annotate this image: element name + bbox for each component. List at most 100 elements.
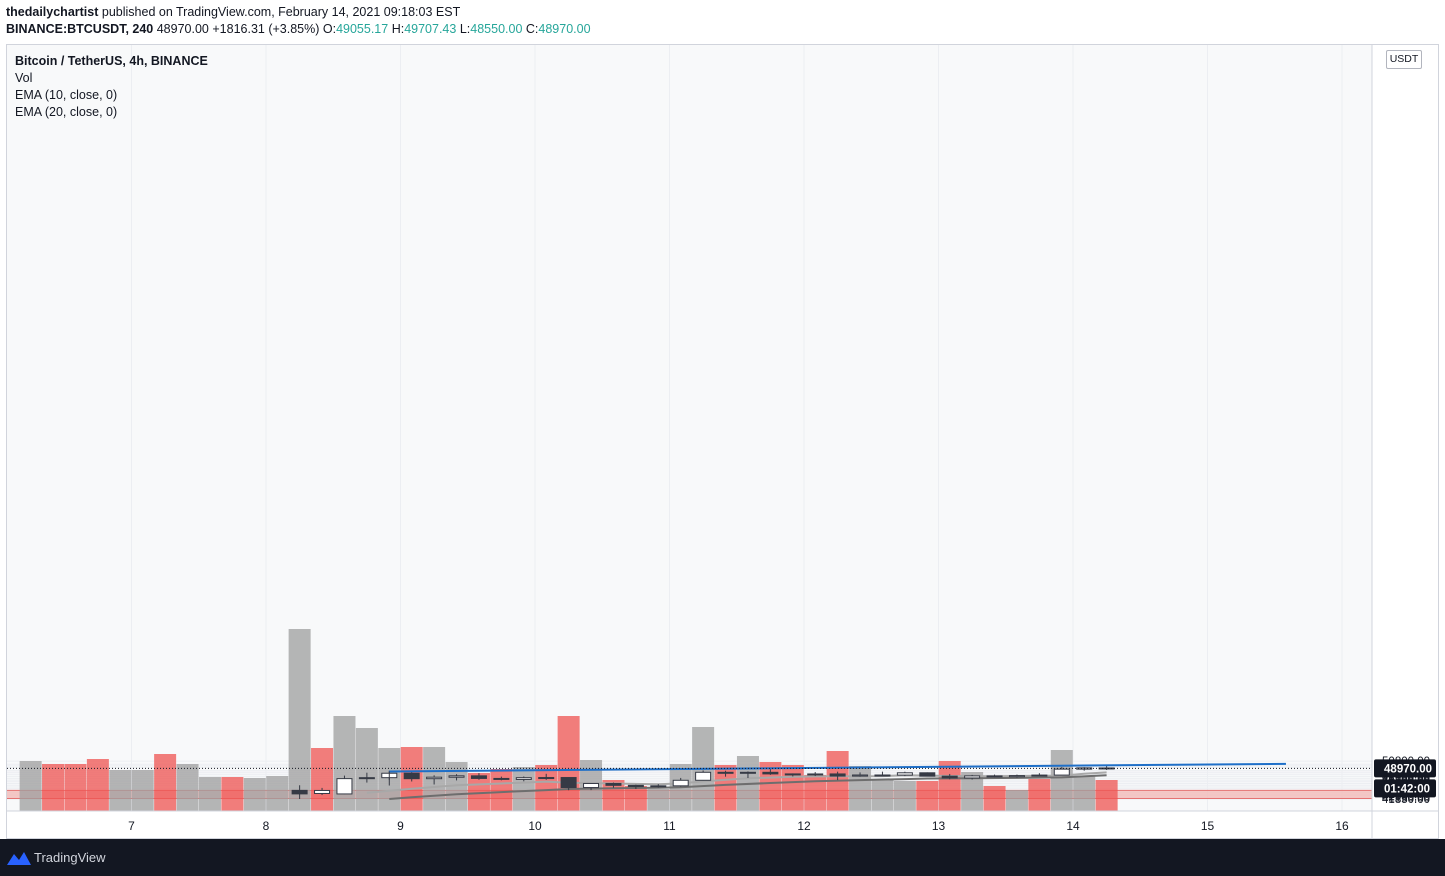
candle-body-down [470, 775, 487, 779]
candle-body-down [403, 772, 420, 780]
candle-body-down [291, 789, 308, 795]
chart-frame [6, 44, 1439, 839]
volume-bar [647, 789, 670, 811]
candle [784, 773, 801, 777]
volume-bar [333, 716, 356, 811]
candle [291, 785, 308, 799]
countdown-badge-text: 01:42:00 [1384, 783, 1430, 795]
candle [1008, 774, 1025, 778]
volume-bar [983, 786, 1006, 811]
volume-bar [176, 764, 199, 811]
volume-bar [849, 766, 872, 811]
chart-legend: Bitcoin / TetherUS, 4h, BINANCE Vol EMA … [15, 53, 208, 121]
footer-brand[interactable]: TradingView [34, 850, 106, 865]
candle-body-up [1008, 775, 1025, 778]
ohlc-line: BINANCE:BTCUSDT, 240 48970.00 +1816.31 (… [6, 22, 591, 36]
candle-body-up [672, 779, 689, 787]
volume-bar [1050, 750, 1073, 811]
low-value: 48550.00 [470, 22, 523, 36]
candle-body-up [1053, 768, 1070, 776]
volume-bar [804, 775, 827, 811]
countdown-badge [1374, 779, 1436, 798]
time-tick-label: 15 [1201, 819, 1215, 833]
open-value: 49055.17 [336, 22, 389, 36]
volume-bar [490, 769, 513, 811]
candle-body-down [874, 774, 891, 777]
candle-body-up [358, 777, 375, 780]
price-change: +1816.31 (+3.85%) [212, 22, 320, 36]
volume-bar [1005, 790, 1028, 811]
volume-bar [64, 764, 87, 811]
candles [291, 765, 1115, 799]
volume-bar [109, 770, 132, 811]
tradingview-logo-icon[interactable] [7, 851, 31, 865]
volume-bar [535, 765, 558, 811]
candle [650, 784, 667, 788]
candle [605, 782, 622, 788]
candle [986, 774, 1003, 778]
volume-bar [1073, 776, 1096, 811]
volume-bar [781, 765, 804, 811]
volume-bar [445, 762, 468, 811]
volume-bar [221, 777, 244, 811]
candle-body-up [650, 785, 667, 788]
candle-body-up [896, 772, 913, 776]
candle-body-down [784, 773, 801, 776]
candle [493, 776, 510, 781]
close-label: C: [525, 22, 539, 36]
volume-bar [916, 781, 939, 811]
last-price-badge [1374, 759, 1436, 778]
time-axis[interactable]: 7 8 9 10 11 12 13 14 15 16 [128, 819, 1349, 833]
candle [470, 773, 487, 780]
candle-body-up [739, 771, 756, 774]
high-value: 49707.43 [404, 22, 457, 36]
author-name[interactable]: thedailychartist [6, 5, 99, 19]
candle [829, 771, 846, 781]
candle-body-down [762, 771, 779, 775]
candle-body-up [852, 774, 869, 777]
volume-bar [266, 776, 289, 811]
candle-body-up [336, 778, 353, 795]
price-chart[interactable]: 50800.0050000.0049600.0049200.0048400.00… [0, 0, 1445, 839]
volume-bar [1095, 780, 1118, 811]
candle-body-up [448, 775, 465, 778]
candle [896, 771, 913, 777]
volume-bar [871, 780, 894, 811]
volume-bar [243, 778, 266, 811]
time-tick-label: 13 [932, 819, 946, 833]
candle [807, 772, 824, 777]
candle-body-down [627, 784, 644, 788]
volume-bar [131, 770, 154, 811]
time-tick-label: 10 [528, 819, 542, 833]
trendline[interactable] [388, 762, 1286, 786]
candle-body-up [807, 773, 824, 776]
legend-ema10[interactable]: EMA (10, close, 0) [15, 88, 118, 102]
candle [358, 772, 375, 783]
candle [426, 775, 443, 785]
candle [1031, 773, 1048, 777]
candle-body-down [919, 772, 936, 777]
candle [583, 782, 600, 791]
legend-ema20[interactable]: EMA (20, close, 0) [15, 105, 118, 119]
volume-bar [198, 777, 221, 811]
time-tick-label: 11 [663, 819, 676, 833]
close-value: 48970.00 [538, 22, 591, 36]
currency-label[interactable]: USDT [1386, 50, 1422, 69]
high-label: H: [391, 22, 405, 36]
volume-bar [467, 773, 490, 811]
volume-bar [42, 764, 65, 811]
last-price-badge-text: 48970.00 [1384, 763, 1432, 775]
candle-body-up [583, 782, 600, 789]
legend-volume[interactable]: Vol [15, 71, 33, 85]
legend-title[interactable]: Bitcoin / TetherUS, 4h, BINANCE [15, 54, 208, 68]
candle-body-up [964, 775, 981, 779]
candle [717, 770, 734, 777]
volume-bar [154, 754, 177, 811]
candle [941, 773, 958, 780]
candle [852, 772, 869, 777]
volume-bar [893, 781, 916, 811]
volume-bar [355, 728, 378, 811]
candle [336, 775, 353, 795]
publish-info: thedailychartist published on TradingVie… [6, 5, 460, 19]
last-price: 48970.00 [156, 22, 209, 36]
